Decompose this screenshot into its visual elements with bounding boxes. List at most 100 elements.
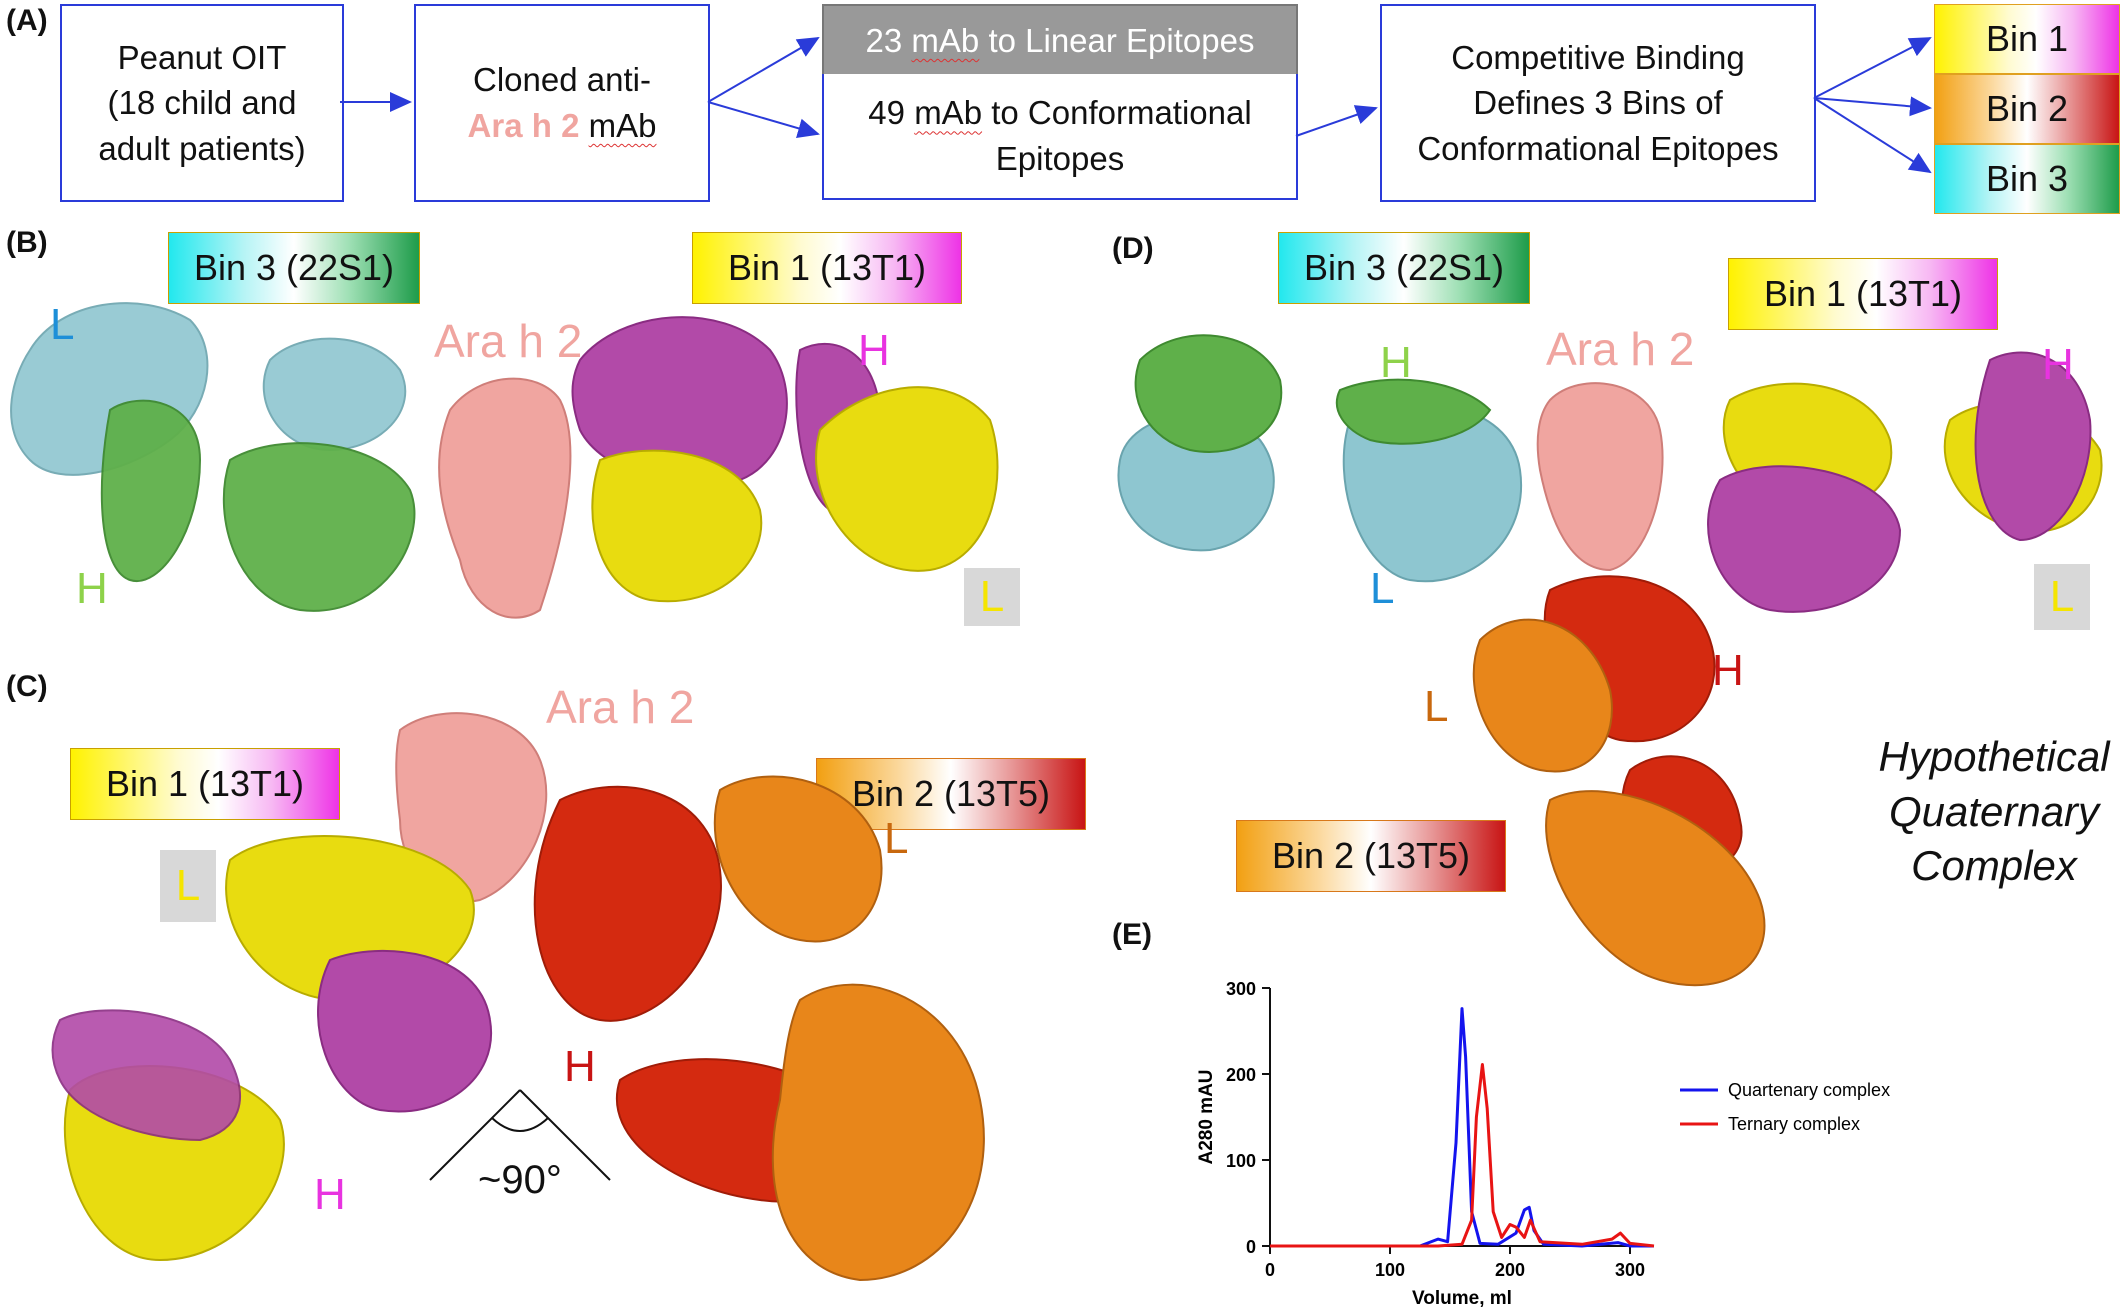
y-tick-label: 200 xyxy=(1226,1065,1256,1085)
chain-label-light-boxed: L xyxy=(964,568,1020,626)
ara-h2-label: Ara h 2 xyxy=(546,681,695,733)
y-tick-label: 0 xyxy=(1246,1237,1256,1257)
flow-text: Peanut OIT xyxy=(117,38,287,76)
flow-text: 49 xyxy=(868,94,906,132)
bin-label: Bin 1 xyxy=(1985,18,2069,59)
label-bin3-22s1: Bin 3 (22S1) xyxy=(168,232,420,304)
ara-h2-label: Ara h 2 xyxy=(1546,323,1695,375)
bin-label: Bin 3 xyxy=(1985,158,2069,199)
flow-box-peanut-oit: Peanut OIT (18 child and adult patients) xyxy=(60,4,344,202)
x-tick-label: 0 xyxy=(1265,1260,1275,1280)
y-tick-label: 100 xyxy=(1226,1151,1256,1171)
label-text: Bin 1 (13T1) xyxy=(105,763,305,804)
panel-label-b: (B) xyxy=(6,226,48,259)
arrow xyxy=(1295,105,1378,137)
chain-label-light: L xyxy=(884,814,909,863)
flow-text: adult patients) xyxy=(98,129,306,167)
chain-text: L xyxy=(2049,572,2075,621)
flow-arrows xyxy=(340,36,1932,174)
label-text: Bin 1 (13T1) xyxy=(1763,273,1963,314)
chain-label-heavy: H xyxy=(858,326,890,375)
angle-label: ~90° xyxy=(478,1158,562,1202)
legend-label: Ternary complex xyxy=(1728,1114,1860,1134)
chain-label-heavy: H xyxy=(1380,338,1412,387)
flow-text: Competitive Binding xyxy=(1451,38,1745,76)
ara-h2-protein xyxy=(1536,382,1664,572)
bin3-heavy-chain xyxy=(1134,334,1492,453)
label-text: Bin 2 (13T5) xyxy=(851,773,1051,814)
arrow xyxy=(707,36,820,103)
chain-label-heavy: H xyxy=(2042,340,2074,389)
chain-text: L xyxy=(175,861,201,910)
series-line xyxy=(1270,1007,1654,1248)
arrow xyxy=(1813,97,1932,174)
chain-label-light-boxed: L xyxy=(160,850,216,922)
ara-h2-protein xyxy=(438,377,572,619)
label-bin1-13t1: Bin 1 (13T1) xyxy=(692,232,962,304)
label-bin1-13t1: Bin 1 (13T1) xyxy=(1728,258,1998,330)
bin1-heavy-chain xyxy=(51,949,493,1142)
flow-text: Cloned anti- xyxy=(473,61,651,99)
caption-line: Quaternary xyxy=(1888,787,2100,835)
chain-label-heavy: H xyxy=(564,1042,596,1091)
bin1-light-chain xyxy=(591,386,999,603)
bin-label: Bin 2 xyxy=(1985,88,2069,129)
flow-text: (18 child and xyxy=(107,84,297,122)
y-axis-label: A280 mAU xyxy=(1196,1069,1217,1164)
chain-label-light: L xyxy=(1424,682,1449,731)
x-tick-label: 100 xyxy=(1375,1260,1405,1280)
panel-label-d: (D) xyxy=(1112,232,1154,265)
bin3-box: Bin 3 xyxy=(1934,144,2120,214)
y-tick-label: 300 xyxy=(1226,979,1256,999)
chain-label-light-boxed: L xyxy=(2034,564,2090,630)
flow-text: to Conformational xyxy=(991,94,1252,132)
ara-h2-protein xyxy=(395,712,548,903)
flow-text: mAb xyxy=(588,107,657,144)
angle-marker xyxy=(429,1089,611,1181)
flow-text: mAb xyxy=(911,22,980,59)
label-bin1-13t1: Bin 1 (13T1) xyxy=(70,748,340,820)
bin1-heavy-chain xyxy=(1707,351,2092,613)
label-bin2-13t5: Bin 2 (13T5) xyxy=(1236,820,1506,892)
flow-text: to Linear Epitopes xyxy=(988,22,1255,59)
arrow xyxy=(707,101,820,139)
label-text: Bin 3 (22S1) xyxy=(193,247,395,288)
flow-text: mAb xyxy=(914,94,983,132)
bin3-heavy-chain xyxy=(100,399,416,612)
ara-h2-label: Ara h 2 xyxy=(434,315,583,367)
arrow xyxy=(1813,37,1932,99)
flow-text: Defines 3 Bins of xyxy=(1473,84,1723,122)
label-text: Bin 3 (22S1) xyxy=(1303,247,1505,288)
x-tick-label: 300 xyxy=(1615,1260,1645,1280)
chain-label-heavy: H xyxy=(314,1170,346,1219)
panel-label-e: (E) xyxy=(1112,918,1152,951)
flow-text: Epitopes xyxy=(995,140,1125,177)
structure-c xyxy=(51,712,985,1282)
panel-label-c: (C) xyxy=(6,670,48,703)
flow-text: Conformational Epitopes xyxy=(1417,129,1779,167)
flow-box-cloned-mab: Cloned anti- Ara h 2 mAb xyxy=(414,4,710,202)
chromatography-chart: 0 100 200 300 0 100 200 300 Volume, ml A280 mAU Qu… xyxy=(1196,979,1890,1309)
flow-text: 23 xyxy=(865,22,903,59)
bin2-box: Bin 2 xyxy=(1934,74,2120,144)
chain-label-heavy: H xyxy=(1712,646,1744,695)
hypothetical-complex-caption: Hypothetical Quaternary Complex xyxy=(1860,730,2128,894)
series-line xyxy=(1270,1063,1655,1248)
flow-ara-h2: Ara h 2 xyxy=(467,107,580,144)
bin2-light-chain xyxy=(1472,618,1766,987)
panel-label-a: (A) xyxy=(6,4,48,37)
chain-label-light: L xyxy=(50,300,75,349)
legend-label: Quartenary complex xyxy=(1728,1080,1890,1100)
chain-label-light: L xyxy=(1370,564,1395,613)
chain-text: L xyxy=(979,572,1005,621)
caption-line: Hypothetical xyxy=(1878,733,2110,780)
flow-box-competitive-binding: Competitive Binding Defines 3 Bins of Co… xyxy=(1380,4,1816,202)
label-bin3-22s1: Bin 3 (22S1) xyxy=(1278,232,1530,304)
caption-line: Complex xyxy=(1911,842,2077,890)
arrow xyxy=(1813,96,1932,117)
bin2-light-chain xyxy=(713,775,985,1282)
label-text: Bin 1 (13T1) xyxy=(727,247,927,288)
x-tick-label: 200 xyxy=(1495,1260,1525,1280)
label-text: Bin 2 (13T5) xyxy=(1271,835,1471,876)
structure-b xyxy=(10,302,999,619)
